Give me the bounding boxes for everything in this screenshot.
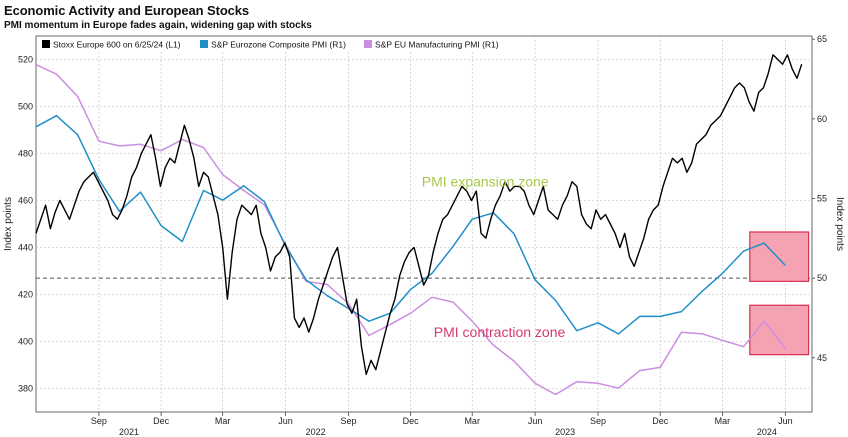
grid	[35, 35, 813, 413]
plot-frame	[35, 35, 813, 413]
x-year-label: 2024	[757, 427, 777, 437]
x-tick-label: Mar	[464, 416, 480, 426]
x-year-label: 2021	[119, 427, 139, 437]
y-left-tick-label: 500	[18, 102, 33, 112]
contraction-zone-annotation: PMI contraction zone	[434, 324, 566, 340]
legend-swatch	[42, 40, 50, 48]
legend-swatch	[364, 40, 372, 48]
y-right-tick-label: 55	[817, 194, 827, 204]
y-left-tick-label: 420	[18, 290, 33, 300]
x-tick-label: Mar	[215, 416, 231, 426]
y-right-tick-label: 45	[817, 353, 827, 363]
x-tick-label: Sep	[590, 416, 606, 426]
series-line-stoxx600	[35, 54, 803, 376]
y-left-tick-label: 520	[18, 55, 33, 65]
legend-entry: S&P EU Manufacturing PMI (R1)	[375, 40, 499, 50]
x-tick-label: Dec	[153, 416, 170, 426]
highlight-box	[749, 231, 810, 282]
y-right-tick-label: 65	[817, 34, 827, 44]
legend: Stoxx Europe 600 on 6/25/24 (L1) S&P Euro…	[37, 37, 515, 51]
x-tick-label: Mar	[715, 416, 731, 426]
legend-background	[37, 37, 515, 51]
series-lines	[35, 54, 803, 396]
x-tick-label: Jun	[528, 416, 543, 426]
expansion-zone-annotation: PMI expansion zone	[422, 173, 549, 189]
x-tick-label: Dec	[403, 416, 420, 426]
y-axis-right-title: Index points	[834, 197, 845, 251]
y-axis-left-title: Index points	[3, 197, 14, 251]
y-right-tick-label: 50	[817, 273, 827, 283]
y-right-tick-label: 60	[817, 114, 827, 124]
legend-entry: S&P Eurozone Composite PMI (R1)	[211, 40, 346, 50]
x-tick-label: Sep	[91, 416, 107, 426]
y-left-tick-label: 480	[18, 149, 33, 159]
x-tick-label: Sep	[340, 416, 356, 426]
y-left-tick-label: 380	[18, 384, 33, 394]
chart-title: Economic Activity and European Stocks	[4, 3, 250, 18]
legend-swatch	[200, 40, 208, 48]
series-line-composite-pmi	[35, 114, 786, 335]
x-year-label: 2023	[555, 427, 575, 437]
y-left-tick-label: 440	[18, 243, 33, 253]
x-tick-label: Jun	[778, 416, 793, 426]
series-line-manufacturing-pmi	[35, 64, 786, 396]
chart-subtitle: PMI momentum in Europe fades again, wide…	[4, 20, 312, 31]
axes: 380 400 420 440 460 480 500 520 45 50 55 60 65 Sep Dec…	[18, 34, 827, 437]
x-tick-label: Dec	[652, 416, 669, 426]
y-left-tick-label: 400	[18, 337, 33, 347]
x-year-label: 2022	[306, 427, 326, 437]
legend-entry: Stoxx Europe 600 on 6/25/24 (L1)	[53, 40, 181, 50]
highlight-boxes	[749, 231, 810, 356]
y-left-tick-label: 460	[18, 196, 33, 206]
x-tick-label: Jun	[278, 416, 293, 426]
highlight-box	[749, 304, 810, 356]
